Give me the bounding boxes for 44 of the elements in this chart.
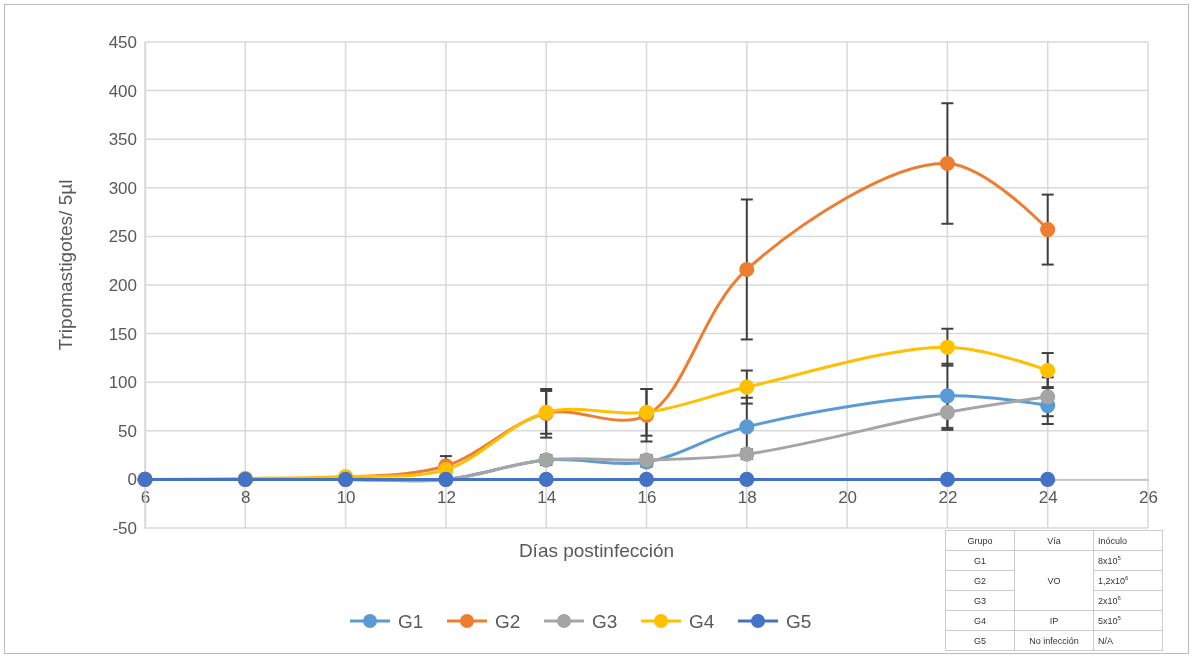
text: IP (1014, 610, 1094, 631)
text: G3 (945, 590, 1015, 611)
y-tick-label: 150 (108, 324, 137, 344)
y-tick-label: 100 (108, 373, 137, 393)
y-tick-label: 50 (118, 421, 137, 441)
legend-label: G1 (398, 611, 424, 632)
text: G2 (945, 570, 1015, 591)
text: Inóculo (1093, 530, 1163, 551)
text: 2x10$^{6}$ (1093, 590, 1163, 611)
text: Grupo (945, 530, 1015, 551)
y-tick-label: 400 (108, 81, 137, 101)
text: 8x10$^{5}$ (1093, 550, 1163, 571)
x-tick-label: 14 (537, 488, 557, 508)
y-tick-label: 300 (108, 178, 137, 198)
text: No infección (1014, 630, 1094, 651)
y-tick-label: 0 (127, 470, 137, 490)
text: VO (1014, 550, 1094, 611)
y-tick-label: -50 (112, 518, 137, 538)
x-axis-title: Días postinfección (518, 540, 675, 561)
x-tick-label: 20 (838, 488, 858, 508)
x-tick-label: 16 (637, 488, 657, 508)
x-tick-label: 18 (737, 488, 757, 508)
legend-label: G3 (592, 611, 618, 632)
text: G4 (945, 610, 1015, 631)
legend-label: G2 (495, 611, 521, 632)
x-tick-label: 12 (436, 488, 456, 508)
x-tick-label: 8 (241, 488, 251, 508)
text: N/A (1093, 630, 1163, 651)
text: 5x10$^{5}$ (1093, 610, 1163, 631)
legend-label: G4 (689, 611, 715, 632)
y-axis-title: Tripomastigotes/ 5µl (55, 179, 76, 351)
y-tick-label: 200 (108, 275, 137, 295)
text: 1,2x10$^{6}$ (1093, 570, 1163, 591)
x-tick-label: 26 (1139, 488, 1158, 508)
y-tick-label: 250 (108, 227, 137, 247)
y-tick-label: 450 (108, 32, 137, 52)
x-tick-label: 22 (938, 488, 958, 508)
text: G1 (945, 550, 1015, 571)
text: G5 (945, 630, 1015, 651)
x-tick-label: 24 (1038, 488, 1058, 508)
text: Vía (1014, 530, 1094, 551)
x-tick-label: 10 (336, 488, 356, 508)
y-tick-label: 350 (108, 130, 137, 150)
legend-label: G5 (786, 611, 812, 632)
